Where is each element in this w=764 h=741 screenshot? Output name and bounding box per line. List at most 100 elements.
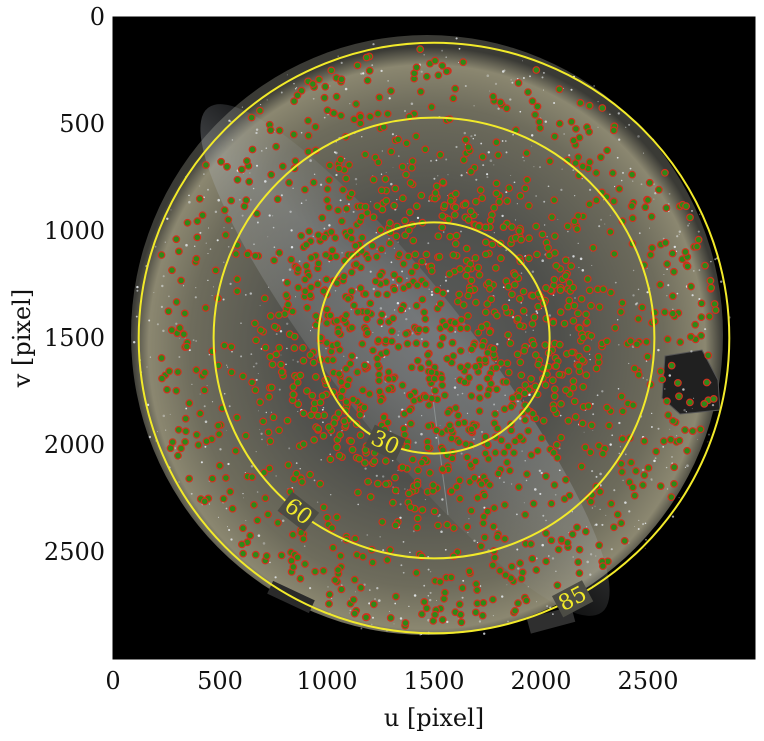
star-marker <box>516 433 525 441</box>
star-marker <box>488 240 497 249</box>
star <box>440 530 443 533</box>
star-marker <box>290 332 299 341</box>
star-marker <box>301 560 309 568</box>
star-marker <box>483 391 492 399</box>
star-marker <box>574 211 582 220</box>
star-marker <box>618 299 627 307</box>
star-marker <box>523 175 531 184</box>
star-marker <box>531 351 540 359</box>
contour-30 <box>317 221 551 455</box>
star-marker <box>269 413 278 422</box>
y-tick-label: 2500 <box>44 538 105 566</box>
star-marker <box>285 178 294 187</box>
star-marker <box>681 426 689 434</box>
star-marker <box>522 149 531 158</box>
star-marker <box>277 551 286 560</box>
star <box>340 369 342 371</box>
star <box>654 192 657 195</box>
star <box>461 596 464 599</box>
star-marker <box>304 131 313 140</box>
star <box>444 548 447 551</box>
star <box>588 353 591 356</box>
star-marker <box>323 513 332 522</box>
star <box>295 87 298 89</box>
star-marker <box>595 303 604 311</box>
star <box>388 97 391 100</box>
star <box>572 556 575 558</box>
star <box>542 514 545 517</box>
star <box>668 193 671 195</box>
star <box>321 408 324 411</box>
star <box>666 295 668 297</box>
star-marker <box>457 316 466 324</box>
star-marker <box>291 157 300 166</box>
star-marker <box>438 465 447 474</box>
star-marker <box>569 283 578 292</box>
star-marker <box>193 233 202 242</box>
star <box>645 538 647 541</box>
x-tick-label: 0 <box>105 667 120 695</box>
star-marker <box>455 476 464 485</box>
star-marker <box>347 189 356 198</box>
star <box>617 112 620 115</box>
star <box>666 268 668 271</box>
star-marker <box>253 516 262 525</box>
star <box>226 364 228 366</box>
star-marker <box>357 583 365 592</box>
star <box>497 107 500 110</box>
star <box>258 410 259 412</box>
star <box>194 296 197 299</box>
star <box>300 132 303 134</box>
star <box>536 601 538 603</box>
star-marker <box>575 361 583 370</box>
star-marker <box>605 421 613 430</box>
star <box>208 503 211 505</box>
star <box>511 316 515 319</box>
star-marker <box>572 124 580 133</box>
star-marker <box>275 343 284 352</box>
star <box>503 481 505 483</box>
star <box>511 483 513 485</box>
star-marker <box>227 343 236 351</box>
star-marker <box>449 524 458 532</box>
star <box>146 366 148 368</box>
star <box>208 354 210 356</box>
star <box>557 219 559 220</box>
star-marker <box>217 157 226 166</box>
star <box>498 477 501 479</box>
star-marker <box>609 197 618 206</box>
star-marker <box>363 329 372 337</box>
star-marker <box>388 327 396 336</box>
star-marker <box>534 360 543 369</box>
star-marker <box>422 250 431 259</box>
star <box>516 513 518 516</box>
star-marker <box>221 474 230 482</box>
star <box>595 475 598 478</box>
star-marker <box>587 421 596 430</box>
star <box>312 235 314 237</box>
star-marker <box>471 362 480 371</box>
star <box>678 497 680 499</box>
star-marker <box>496 98 505 107</box>
star <box>455 145 458 149</box>
star <box>544 120 548 123</box>
star-marker <box>525 254 533 263</box>
star <box>329 493 332 496</box>
star <box>593 85 595 87</box>
star-marker <box>289 383 298 391</box>
star <box>505 191 508 194</box>
star <box>619 446 622 448</box>
star <box>483 632 486 635</box>
star <box>368 602 371 605</box>
star-marker <box>579 333 587 342</box>
star <box>522 60 523 62</box>
star <box>414 441 417 444</box>
star-marker <box>550 385 559 394</box>
star-marker <box>471 253 480 262</box>
star-marker <box>444 215 453 224</box>
star <box>653 183 655 185</box>
star <box>279 330 283 333</box>
star-marker <box>499 223 508 232</box>
star-marker <box>611 323 620 332</box>
x-tick-label: 1000 <box>296 667 357 695</box>
